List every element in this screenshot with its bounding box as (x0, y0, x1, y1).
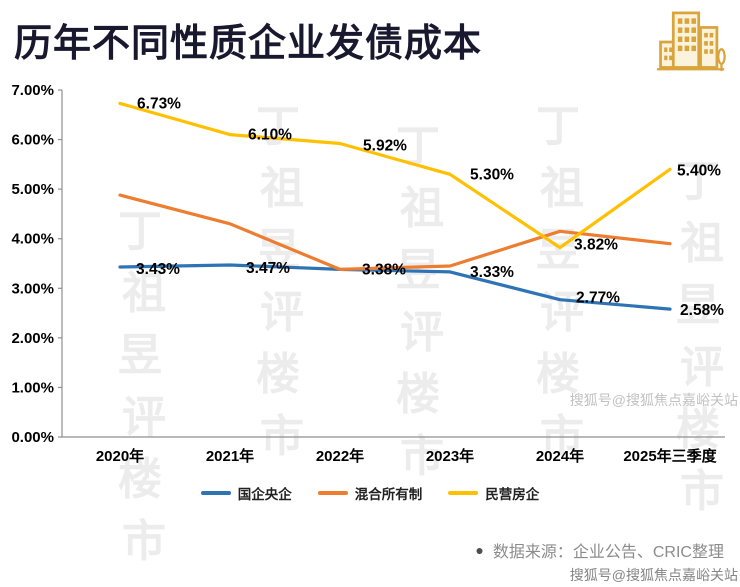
bullet-icon: ● (475, 542, 484, 558)
series-line-1 (118, 193, 672, 271)
watermark-char: 市 (122, 517, 166, 566)
chart-legend: 国企央企 混合所有制 民营房企 (0, 483, 740, 503)
y-tick-label: 7.00% (11, 85, 54, 99)
data-label: 5.40% (677, 162, 721, 179)
sohu-watermark-mid: 搜狐号@搜狐焦点嘉峪关站 (569, 392, 738, 408)
y-tick-label: 0.00% (11, 429, 54, 446)
data-label: 6.10% (248, 127, 292, 144)
y-tick-label: 1.00% (11, 379, 54, 396)
series-line-0 (118, 263, 672, 311)
x-tick-label: 2022年 (316, 447, 364, 465)
data-label: 3.82% (574, 237, 618, 254)
legend-item-2: 民营房企 (448, 483, 539, 503)
building-small-right (699, 26, 719, 69)
data-label: 3.33% (470, 264, 514, 281)
y-tick-label: 3.00% (11, 280, 54, 297)
y-tick-label: 2.00% (11, 330, 54, 347)
legend-swatch (200, 491, 231, 495)
data-label: 5.92% (363, 138, 407, 155)
buildings-icon (656, 11, 726, 72)
data-label: 2.77% (576, 290, 620, 307)
y-tick-label: 5.00% (11, 181, 54, 198)
legend-swatch (317, 491, 348, 495)
data-label: 2.58% (680, 302, 724, 319)
y-tick-label: 4.00% (11, 231, 54, 248)
legend-label: 混合所有制 (354, 487, 423, 502)
legend-label: 国企央企 (237, 487, 292, 502)
y-tick-label: 6.00% (11, 132, 54, 149)
x-tick-label: 2023年 (426, 447, 474, 465)
bond-cost-line-chart: 7.00% 6.00% 5.00% 4.00% 3.00% 2.00% 1.00% 0.00%… (11, 85, 725, 465)
x-tick-label: 2021年 (206, 447, 254, 465)
data-label: 6.73% (137, 95, 181, 112)
data-label: 3.43% (136, 261, 180, 278)
data-label: 3.47% (246, 260, 290, 277)
legend-item-1: 混合所有制 (317, 483, 423, 503)
page-title: 历年不同性质企业发债成本 (14, 23, 483, 65)
building-windows (664, 18, 714, 61)
data-label: 3.38% (362, 261, 406, 278)
x-tick-label: 2020年 (96, 447, 144, 465)
legend-label: 民营房企 (485, 487, 540, 502)
x-tick-label: 2025年三季度 (623, 447, 717, 465)
data-source: ● 数据来源：企业公告、CRIC整理 (475, 538, 724, 562)
legend-swatch (448, 491, 479, 495)
data-label: 5.30% (470, 166, 514, 183)
tree-icon (717, 48, 726, 72)
data-source-text: 数据来源：企业公告、CRIC整理 (492, 544, 724, 561)
legend-item-0: 国企央企 (200, 483, 292, 503)
series-line-2 (118, 101, 672, 250)
x-tick-label: 2024年 (536, 447, 584, 465)
sohu-watermark-bottom: 搜狐号@搜狐焦点嘉峪关站 (569, 567, 738, 583)
